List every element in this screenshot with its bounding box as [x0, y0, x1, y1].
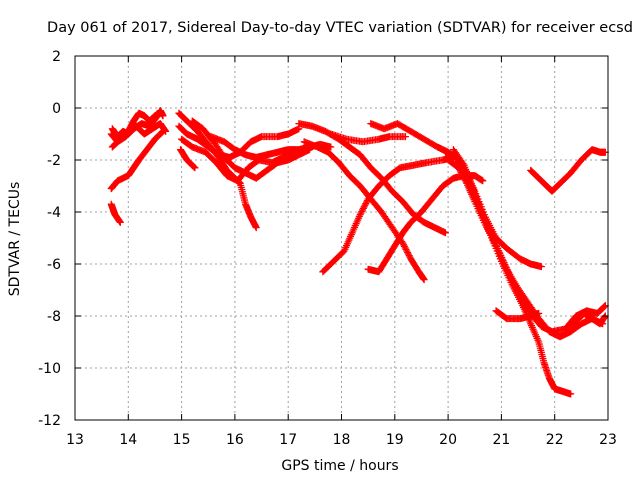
x-tick-label: 17	[279, 432, 297, 448]
x-tick-label: 21	[492, 432, 510, 448]
series-arc-12	[295, 120, 449, 237]
data-point	[359, 204, 367, 212]
data-point	[567, 390, 575, 398]
data-point	[362, 200, 370, 208]
data-point	[401, 133, 409, 141]
data-point	[116, 218, 124, 226]
data-point	[363, 198, 371, 206]
x-axis-label: GPS time / hours	[281, 458, 398, 474]
data-point	[456, 167, 464, 175]
series-arc-8	[177, 146, 199, 172]
x-tick-label: 22	[546, 432, 564, 448]
data-point	[252, 224, 260, 232]
data-point	[535, 309, 543, 317]
data-point	[327, 143, 335, 151]
data-point	[357, 209, 365, 217]
data-point	[191, 164, 199, 172]
series-arc-15	[364, 172, 487, 276]
axis-ticks	[74, 55, 609, 421]
y-axis-label: SDTVAR / TECUs	[7, 182, 23, 297]
x-tick-label: 13	[66, 432, 84, 448]
data-point	[457, 168, 465, 176]
data-point	[400, 241, 408, 249]
data-point	[156, 109, 164, 117]
x-tick-label: 16	[226, 432, 244, 448]
data-point	[361, 201, 369, 209]
series-arc-5	[107, 200, 124, 226]
data-point	[404, 250, 412, 258]
series-arc-3	[108, 120, 170, 141]
data-point	[157, 129, 165, 137]
series-arc-21	[492, 307, 543, 323]
data-point	[190, 163, 198, 171]
data-point	[455, 164, 463, 172]
data-point	[460, 175, 468, 183]
data-point	[456, 165, 464, 173]
data-point	[600, 303, 608, 311]
y-tick-label: -6	[47, 257, 61, 273]
data-point	[189, 162, 197, 170]
y-tick-label: -2	[47, 153, 61, 169]
grid-lines	[75, 56, 608, 420]
series-arc-13	[300, 138, 428, 284]
data-point	[404, 249, 412, 257]
data-point	[403, 247, 411, 255]
data-points-layer	[107, 107, 609, 398]
y-tick-label: 2	[52, 49, 61, 65]
data-point	[402, 245, 410, 253]
data-point	[537, 263, 545, 271]
series-arc-4	[107, 127, 167, 193]
data-point	[405, 252, 413, 260]
data-point	[401, 244, 409, 252]
x-tick-label: 20	[439, 432, 457, 448]
x-tick-label: 18	[333, 432, 351, 448]
series-arc-16	[327, 130, 409, 146]
chart-title: Day 061 of 2017, Sidereal Day-to-day VTE…	[47, 20, 633, 36]
series-arc-22	[527, 146, 609, 195]
x-tick-label: 19	[386, 432, 404, 448]
y-tick-label: 0	[52, 101, 61, 117]
y-tick-label: -12	[38, 413, 61, 429]
data-point	[420, 276, 428, 284]
data-point	[400, 242, 408, 250]
y-tick-label: -10	[38, 361, 61, 377]
y-tick-label: -4	[47, 205, 61, 221]
x-tick-label: 14	[119, 432, 137, 448]
y-tick-label: -8	[47, 309, 61, 325]
x-tick-label: 15	[173, 432, 191, 448]
data-point	[399, 239, 407, 247]
series-arc-20	[449, 146, 575, 398]
data-point	[479, 177, 487, 185]
data-point	[601, 302, 609, 310]
data-point	[358, 207, 366, 215]
data-point	[459, 160, 467, 168]
data-point	[356, 211, 364, 219]
data-point	[441, 229, 449, 237]
data-point	[359, 206, 367, 214]
data-point	[158, 128, 166, 136]
data-point	[159, 127, 167, 135]
series-arc-2	[108, 109, 164, 151]
data-point	[360, 203, 368, 211]
x-tick-label: 23	[599, 432, 617, 448]
